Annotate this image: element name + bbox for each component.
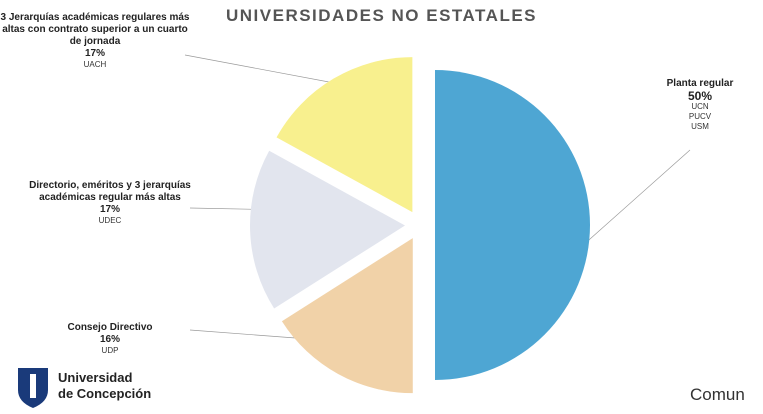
pie-slice xyxy=(250,150,406,309)
pie xyxy=(250,57,590,394)
university: UDP xyxy=(101,346,119,355)
pie-slice xyxy=(276,57,413,213)
slice-name: 3 Jerarquías académicas regulares más al… xyxy=(0,12,190,47)
pie-slice xyxy=(281,238,413,394)
value-label: 17% xyxy=(99,204,120,215)
slice-name: Planta regular xyxy=(666,78,734,89)
value-label: 17% xyxy=(84,48,105,59)
university: UDEC xyxy=(98,216,122,225)
slice-label: 3 Jerarquías académicas regulares más al… xyxy=(0,12,190,70)
value-label: 50% xyxy=(687,89,713,103)
university: UCN xyxy=(691,102,709,111)
corner-text: Comun xyxy=(690,385,745,404)
slice-label: Planta regular 50% UCN PUCV USM xyxy=(650,78,750,132)
value-label: 16% xyxy=(99,334,120,345)
logo-mark xyxy=(30,374,36,398)
university: PUCV xyxy=(688,112,712,121)
slice-label: Consejo Directivo 16% UDP xyxy=(20,322,200,356)
logo xyxy=(18,368,48,408)
leader-line xyxy=(571,149,691,256)
leader-line xyxy=(184,54,346,86)
leader-lines xyxy=(184,54,691,341)
logo-text: Universidad xyxy=(58,370,132,385)
logo-text: de Concepción xyxy=(58,386,151,401)
university: USM xyxy=(691,122,709,131)
slice-name: Directorio, eméritos y 3 jerarquías acad… xyxy=(29,180,191,203)
chart-title: UNIVERSIDADES NO ESTATALES xyxy=(225,6,538,25)
slice-name: Consejo Directivo xyxy=(67,322,153,333)
slice-label: Directorio, eméritos y 3 jerarquías acad… xyxy=(15,180,205,226)
university: UACH xyxy=(83,60,107,69)
pie-slice xyxy=(435,70,590,380)
